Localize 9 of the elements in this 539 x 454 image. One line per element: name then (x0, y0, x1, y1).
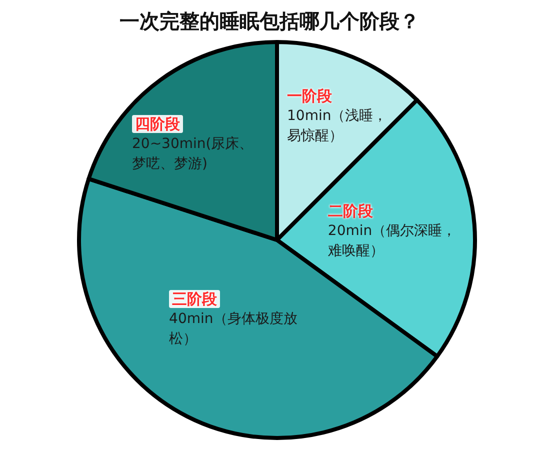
slice-label: 二阶段 (328, 202, 373, 220)
text: 40min（身体极度放松） (169, 310, 298, 350)
chart-title: 一次完整的睡眠包括哪几个阶段？ (118, 8, 420, 35)
text: 20~30min(尿床、梦呓、梦游) (132, 134, 254, 174)
slice-label: 四阶段 (132, 114, 183, 133)
text: 20min（偶尔深睡，难唤醒） (328, 222, 458, 261)
slice-label: 一阶段 (287, 86, 332, 105)
slice-label: 三阶段 (169, 290, 220, 308)
text: 10min（浅睡，易惊醒） (287, 106, 388, 146)
